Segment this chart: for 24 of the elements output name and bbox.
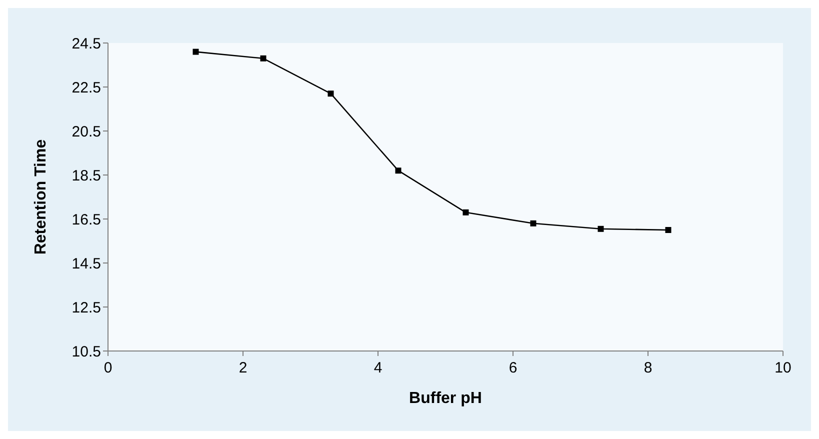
y-axis-title: Retention Time <box>32 139 50 255</box>
y-tick-label: 20.5 <box>72 123 101 140</box>
x-tick-label: 6 <box>508 360 518 377</box>
x-tick-label: 4 <box>374 360 382 377</box>
x-tick-label: 8 <box>644 360 652 377</box>
x-tick-label: 0 <box>104 360 112 377</box>
point <box>260 55 266 62</box>
point <box>462 209 469 216</box>
y-tick-label: 12.5 <box>72 299 101 316</box>
point <box>192 48 199 55</box>
y-tick-label: 22.5 <box>72 79 101 96</box>
point <box>530 220 536 226</box>
y-tick-label: 18.5 <box>72 167 101 184</box>
x-axis-title: Buffer pH <box>409 390 482 407</box>
y-tick-label: 24.5 <box>72 35 101 52</box>
point <box>665 227 672 233</box>
point <box>395 168 402 174</box>
x-tick-label: 10 <box>774 360 792 377</box>
y-tick-label: 14.5 <box>72 255 101 272</box>
y-tick-label: 16.5 <box>72 211 101 228</box>
x-tick-label: 2 <box>238 360 248 377</box>
y-tick-label: 10.5 <box>72 343 101 360</box>
point <box>598 226 604 232</box>
point <box>328 90 334 97</box>
